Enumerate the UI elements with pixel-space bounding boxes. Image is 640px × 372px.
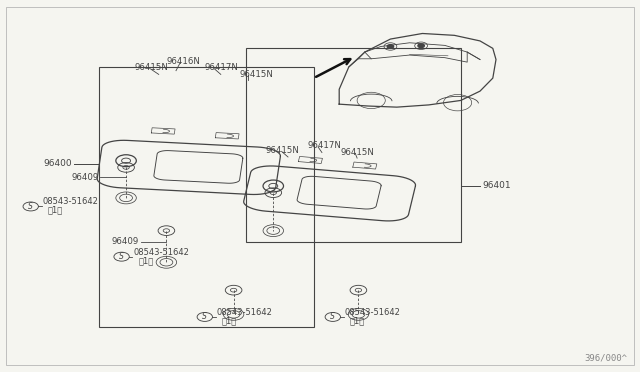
Text: 96417N: 96417N [205, 63, 239, 72]
Text: 96415N: 96415N [240, 70, 274, 79]
Text: S: S [202, 312, 207, 321]
Text: 96400: 96400 [44, 159, 72, 168]
Circle shape [418, 44, 424, 48]
Text: 96415N: 96415N [266, 146, 300, 155]
Text: 396/000^: 396/000^ [584, 354, 627, 363]
Text: S: S [28, 202, 33, 211]
Text: 08543-51642: 08543-51642 [345, 308, 401, 317]
Text: 96401: 96401 [482, 182, 511, 190]
Text: 96415N: 96415N [340, 148, 374, 157]
Text: （1）: （1） [139, 256, 154, 265]
Text: 08543-51642: 08543-51642 [217, 308, 273, 317]
Text: S: S [330, 312, 335, 321]
Text: （1）: （1） [48, 206, 63, 215]
Text: （1）: （1） [350, 316, 365, 325]
Circle shape [387, 45, 394, 48]
Text: 08543-51642: 08543-51642 [43, 198, 99, 206]
Text: 96415N: 96415N [134, 63, 168, 72]
Text: 96409: 96409 [71, 173, 99, 182]
Text: 96416N: 96416N [166, 57, 200, 66]
Bar [99, 67, 314, 327]
Text: （1）: （1） [222, 316, 237, 325]
Text: 96409: 96409 [111, 237, 139, 246]
Text: 08543-51642: 08543-51642 [134, 248, 189, 257]
Text: 96417N: 96417N [307, 141, 341, 150]
Bar [246, 48, 461, 242]
Text: S: S [119, 252, 124, 261]
